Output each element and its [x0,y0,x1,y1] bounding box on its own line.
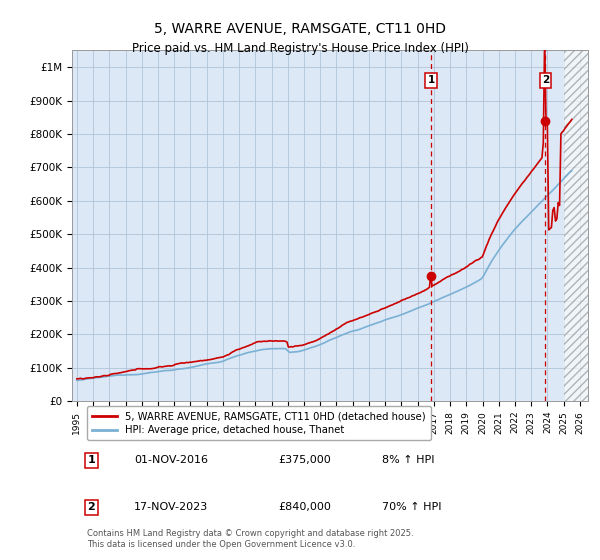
Text: 1: 1 [88,455,95,465]
Legend: 5, WARRE AVENUE, RAMSGATE, CT11 0HD (detached house), HPI: Average price, detach: 5, WARRE AVENUE, RAMSGATE, CT11 0HD (det… [88,406,431,440]
Text: 1: 1 [427,75,435,85]
Text: 5, WARRE AVENUE, RAMSGATE, CT11 0HD: 5, WARRE AVENUE, RAMSGATE, CT11 0HD [154,22,446,36]
Text: £375,000: £375,000 [278,455,331,465]
Text: 2: 2 [542,75,549,85]
Text: Contains HM Land Registry data © Crown copyright and database right 2025.
This d: Contains HM Land Registry data © Crown c… [88,529,414,549]
Text: 17-NOV-2023: 17-NOV-2023 [134,502,208,512]
Text: Price paid vs. HM Land Registry's House Price Index (HPI): Price paid vs. HM Land Registry's House … [131,42,469,55]
Bar [563,50,600,401]
Text: 01-NOV-2016: 01-NOV-2016 [134,455,208,465]
Text: £840,000: £840,000 [278,502,331,512]
Text: 70% ↑ HPI: 70% ↑ HPI [382,502,441,512]
Text: 8% ↑ HPI: 8% ↑ HPI [382,455,434,465]
Text: 2: 2 [88,502,95,512]
